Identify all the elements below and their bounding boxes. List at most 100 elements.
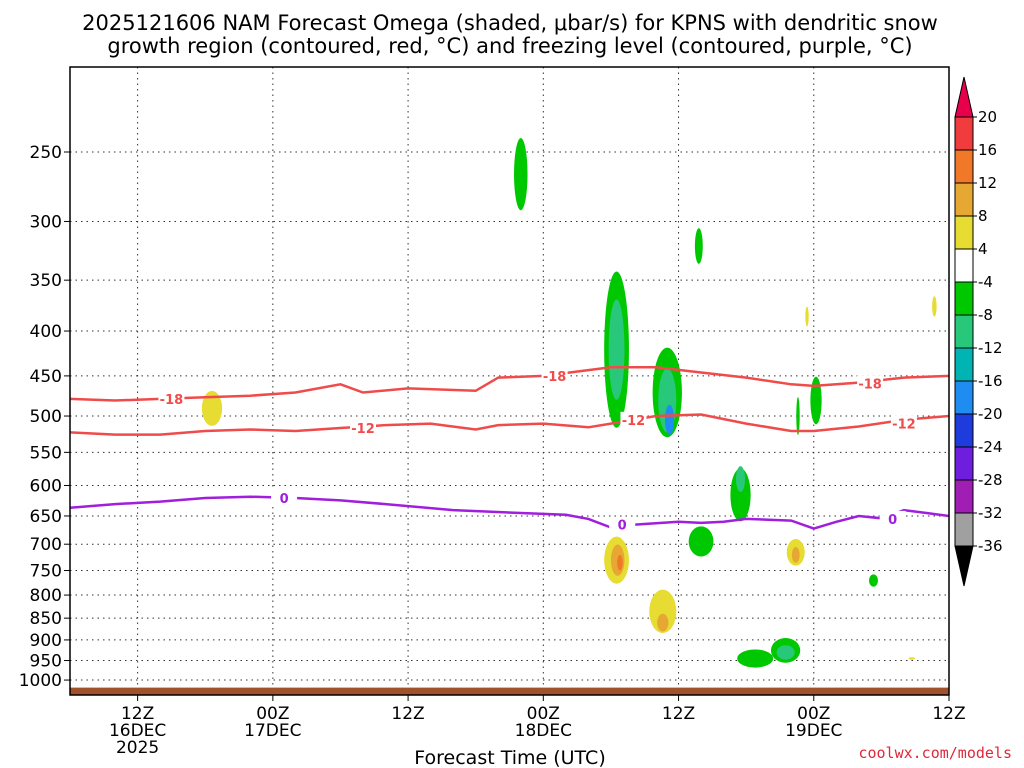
yellow-edge-top <box>1008 180 1019 210</box>
freezing-level-0-label: 0 <box>280 492 289 507</box>
colorbar-swatch <box>954 380 974 415</box>
y-tick-label: 800 <box>30 586 62 606</box>
colorbar-swatch <box>954 248 974 283</box>
terrain-ground <box>70 687 949 695</box>
x-tick-label: 18DEC <box>515 721 572 741</box>
dgz-minus-18-label: -18 <box>160 393 184 408</box>
colorbar-swatch <box>954 215 974 250</box>
colorbar-swatch <box>954 512 974 547</box>
colorbar-label: 4 <box>978 240 988 258</box>
colorbar-swatch <box>954 182 974 217</box>
y-tick-label: 500 <box>30 407 62 427</box>
y-tick-label: 300 <box>30 212 62 232</box>
x-tick-label: 2025 <box>116 738 159 758</box>
temperature-contours: -18 -18 -18 -12 -12 -12 0 0 0 <box>70 366 949 534</box>
freezing-level-0-label-bg <box>879 510 906 526</box>
yellow-16dec <box>201 390 223 426</box>
colorbar-bottom-arrow <box>954 545 974 587</box>
y-tick-label: 600 <box>30 476 62 496</box>
x-tick-label: 19DEC <box>785 721 842 741</box>
y-tick-label: 650 <box>30 507 62 527</box>
colorbar-label: -16 <box>978 372 1003 390</box>
downdraft-yellow-b <box>649 589 677 634</box>
x-tick-label: 12Z <box>662 704 695 724</box>
mid-green-66 <box>730 468 751 522</box>
colorbar-swatch <box>954 149 974 184</box>
dgz-minus-12-label: -12 <box>892 418 916 433</box>
colorbar-top-arrow <box>954 76 974 118</box>
downdraft-red-a <box>617 555 623 571</box>
colorbar-label: 12 <box>978 174 997 192</box>
plot-frame <box>69 66 950 696</box>
green-71 <box>810 376 822 425</box>
green-77 <box>868 574 879 587</box>
colorbar-label: 16 <box>978 141 997 159</box>
yellow-low-80 <box>908 657 916 660</box>
x-tick-label: 16DEC <box>109 721 166 741</box>
credit-text: coolwx.com/models <box>858 744 1012 762</box>
x-tick-label: 12Z <box>121 704 154 724</box>
colorbar-swatch <box>954 314 974 349</box>
colorbar-label: -24 <box>978 438 1003 456</box>
y-tick-label: 450 <box>30 367 62 387</box>
colorbar-swatch <box>954 413 974 448</box>
colorbar-label: -28 <box>978 471 1003 489</box>
x-tick-label: 00Z <box>797 704 830 724</box>
updraft-core-left-mid <box>608 299 625 400</box>
dgz-minus-18-label: -18 <box>543 370 567 385</box>
x-tick-label: 12Z <box>932 704 965 724</box>
low-green-left <box>737 649 774 668</box>
small-upper-green <box>694 228 703 264</box>
y-tick-label: 700 <box>30 535 62 555</box>
colorbar-label: -32 <box>978 504 1003 522</box>
colorbar-label: 8 <box>978 207 988 225</box>
dgz-minus-12-label: -12 <box>622 414 646 429</box>
colorbar-label: -12 <box>978 339 1003 357</box>
upper-green-blob <box>514 138 528 211</box>
freezing-level-0-label: 0 <box>888 513 897 528</box>
y-tick-label: 350 <box>30 271 62 291</box>
updraft-core-right-inner <box>665 404 675 435</box>
downdraft-orange-b <box>657 613 669 632</box>
x-axis-label: Forecast Time (UTC) <box>414 747 605 768</box>
mid-green-62 <box>688 526 714 557</box>
yellow-high-71 <box>805 306 809 327</box>
colorbar-label: -8 <box>978 306 993 324</box>
x-tick-label: 00Z <box>256 704 289 724</box>
colorbar-swatch <box>954 116 974 151</box>
downdraft-orange-c <box>791 546 800 563</box>
dgz-minus-18-label: -18 <box>858 377 882 392</box>
colorbar-label: -20 <box>978 405 1003 423</box>
colorbar: 20 16 12 8 4 -4 -8 -12 -16 -20 -24 -28 -32 -36 <box>954 76 1003 587</box>
chart-title-line-2: growth region (contoured, red, °C) and f… <box>107 34 912 58</box>
dgz-minus-12-label: -12 <box>351 422 375 437</box>
y-tick-label: 400 <box>30 322 62 342</box>
y-tick-label: 250 <box>30 143 62 163</box>
freezing-level-0-label-bg <box>271 489 298 505</box>
dgz-minus-18-label-bg <box>857 375 884 391</box>
green-70 <box>796 396 800 436</box>
dgz-minus-12-label-bg <box>350 420 376 436</box>
plot-area <box>70 67 949 695</box>
yellow-high-83 <box>932 296 937 317</box>
y-tick-label: 550 <box>30 443 62 463</box>
yellow-low-84 <box>947 661 949 664</box>
y-tick-label: 950 <box>30 652 62 672</box>
x-tick-label: 12Z <box>391 704 424 724</box>
chart-title-line-1: 2025121606 NAM Forecast Omega (shaded, μ… <box>82 11 938 35</box>
colorbar-label: -36 <box>978 537 1003 555</box>
low-green-inner <box>776 645 795 660</box>
colorbar-swatch <box>954 281 974 316</box>
colorbar-label: -4 <box>978 273 993 291</box>
y-tick-label: 900 <box>30 631 62 651</box>
colorbar-swatch <box>954 446 974 481</box>
y-tick-label: 1000 <box>19 671 62 691</box>
dgz-minus-12-label-bg <box>890 415 917 431</box>
dgz-minus-12-line <box>70 413 949 436</box>
dgz-minus-18-label-bg <box>158 390 185 406</box>
dgz-minus-18-line <box>70 366 949 402</box>
x-tick-label: 17DEC <box>244 721 301 741</box>
dgz-minus-18-label-bg <box>541 367 568 383</box>
